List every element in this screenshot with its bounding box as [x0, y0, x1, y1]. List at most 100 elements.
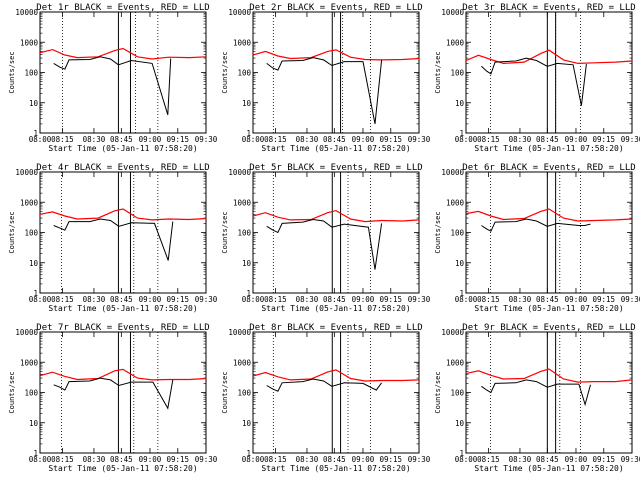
x-tick-label: 09:30	[621, 455, 640, 464]
y-tick-label: 10	[29, 99, 39, 108]
y-axis-label: Counts/sec	[8, 51, 16, 93]
x-tick-label: 08:00	[242, 455, 265, 464]
x-tick-label: 09:00	[565, 295, 588, 304]
x-axis-label: Start Time (05-Jan-11 07:58:20)	[474, 144, 623, 153]
x-tick-label: 08:30	[509, 135, 532, 144]
y-tick-label: 10	[242, 259, 252, 268]
x-tick-label: 08:45	[323, 135, 346, 144]
x-tick-label: 09:00	[139, 135, 162, 144]
x-tick-label: 08:45	[110, 135, 133, 144]
panel-4: Det 4r BLACK = Events, RED = LLD 1 10 100 10…	[8, 163, 218, 313]
y-axis-label: Counts/sec	[221, 211, 229, 253]
x-tick-label: 08:15	[477, 135, 500, 144]
x-tick-label: 08:15	[477, 455, 500, 464]
x-axis-label: Start Time (05-Jan-11 07:58:20)	[474, 464, 623, 473]
x-tick-label: 08:15	[51, 135, 74, 144]
panel-6: Det 6r BLACK = Events, RED = LLD 1 10 100 10…	[434, 163, 640, 313]
panel-title: Det 8r BLACK = Events, RED = LLD	[249, 323, 422, 333]
plot-frame	[252, 331, 420, 454]
y-tick-label: 10	[455, 99, 465, 108]
x-tick-label: 09:15	[379, 295, 402, 304]
x-tick-label: 09:15	[166, 295, 189, 304]
x-tick-label: 09:00	[565, 455, 588, 464]
y-tick-label: 1000	[20, 358, 39, 367]
lld-series-line	[465, 49, 633, 65]
x-tick-label: 08:30	[83, 295, 106, 304]
x-tick-label: 08:00	[242, 135, 265, 144]
y-tick-label: 100	[237, 69, 251, 78]
events-series-line	[266, 378, 383, 392]
x-axis-label: Start Time (05-Jan-11 07:58:20)	[261, 144, 410, 153]
y-tick-label: 10000	[228, 8, 251, 17]
y-tick-label: 1000	[233, 358, 252, 367]
x-tick-label: 08:45	[323, 295, 346, 304]
panel-8: Det 8r BLACK = Events, RED = LLD 1 10 100 10…	[221, 323, 431, 473]
lld-series-line	[465, 208, 633, 222]
x-tick-label: 08:45	[536, 135, 559, 144]
x-tick-label: 08:00	[29, 455, 52, 464]
y-tick-label: 100	[237, 389, 251, 398]
x-tick-label: 08:45	[536, 295, 559, 304]
y-tick-label: 10000	[15, 8, 38, 17]
y-tick-label: 10	[455, 259, 465, 268]
x-tick-label: 08:45	[536, 455, 559, 464]
y-tick-label: 1000	[233, 38, 252, 47]
x-tick-label: 09:15	[592, 295, 615, 304]
panel-9: Det 9r BLACK = Events, RED = LLD 1 10 100 10…	[434, 323, 640, 473]
y-axis-label: Counts/sec	[8, 211, 16, 253]
x-tick-label: 09:00	[565, 135, 588, 144]
events-series-line	[266, 218, 383, 270]
y-tick-label: 10000	[228, 168, 251, 177]
x-tick-label: 09:15	[166, 135, 189, 144]
x-tick-label: 09:00	[352, 295, 375, 304]
y-axis-label: Counts/sec	[434, 371, 442, 413]
panel-title: Det 4r BLACK = Events, RED = LLD	[36, 163, 209, 173]
y-tick-label: 10	[29, 259, 39, 268]
y-tick-label: 10	[242, 419, 252, 428]
y-tick-label: 1	[459, 449, 464, 458]
y-axis-label: Counts/sec	[8, 371, 16, 413]
x-axis-label: Start Time (05-Jan-11 07:58:20)	[48, 144, 197, 153]
x-tick-label: 08:15	[264, 295, 287, 304]
panel-title: Det 5r BLACK = Events, RED = LLD	[249, 163, 422, 173]
y-tick-label: 10000	[15, 328, 38, 337]
panel-title: Det 7r BLACK = Events, RED = LLD	[36, 323, 209, 333]
lld-series-line	[465, 368, 633, 383]
x-tick-label: 08:15	[51, 455, 74, 464]
lld-series-line	[39, 208, 207, 221]
x-tick-label: 08:30	[83, 135, 106, 144]
x-tick-label: 09:00	[352, 135, 375, 144]
x-tick-label: 08:30	[296, 455, 319, 464]
events-series-line	[53, 56, 172, 115]
x-tick-label: 08:45	[110, 455, 133, 464]
y-tick-label: 10000	[228, 328, 251, 337]
x-tick-label: 08:00	[455, 295, 478, 304]
y-tick-label: 100	[24, 389, 38, 398]
y-tick-label: 10	[242, 99, 252, 108]
x-tick-label: 08:30	[509, 295, 532, 304]
events-series-line	[481, 379, 591, 407]
panel-title: Det 6r BLACK = Events, RED = LLD	[462, 163, 635, 173]
x-axis-label: Start Time (05-Jan-11 07:58:20)	[261, 304, 410, 313]
x-tick-label: 09:15	[379, 135, 402, 144]
events-series-line	[266, 57, 383, 124]
y-tick-label: 1	[246, 449, 251, 458]
y-tick-label: 100	[450, 229, 464, 238]
x-axis-label: Start Time (05-Jan-11 07:58:20)	[474, 304, 623, 313]
plot-frame	[465, 171, 633, 294]
y-tick-label: 1000	[446, 198, 465, 207]
y-tick-label: 10000	[441, 168, 464, 177]
x-tick-label: 09:15	[592, 455, 615, 464]
y-tick-label: 10	[455, 419, 465, 428]
panel-1: Det 1r BLACK = Events, RED = LLD 1 10 100 10…	[8, 3, 218, 153]
x-tick-label: 09:15	[592, 135, 615, 144]
y-tick-label: 1000	[20, 38, 39, 47]
y-tick-label: 100	[237, 229, 251, 238]
x-tick-label: 09:00	[139, 295, 162, 304]
x-tick-label: 08:15	[264, 455, 287, 464]
x-axis-label: Start Time (05-Jan-11 07:58:20)	[48, 304, 197, 313]
lld-series-line	[39, 368, 207, 381]
y-tick-label: 1	[459, 289, 464, 298]
lld-series-line	[252, 49, 420, 61]
y-tick-label: 1000	[233, 198, 252, 207]
